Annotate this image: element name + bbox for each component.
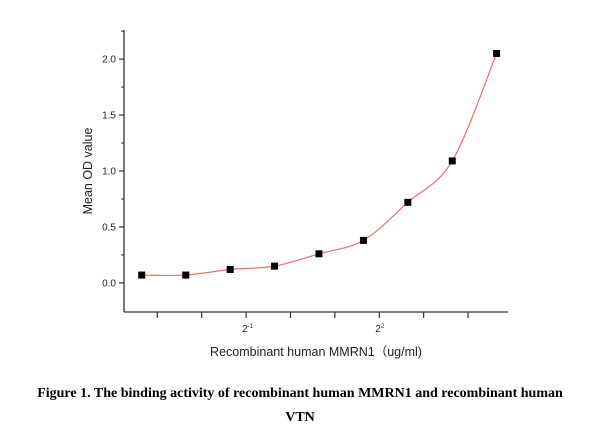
y-tick-label: 1.0 — [102, 167, 116, 178]
data-point — [138, 271, 146, 279]
y-tick-label: 1.5 — [102, 111, 116, 122]
data-point — [448, 157, 456, 165]
caption-line-1: Figure 1. The binding activity of recomb… — [37, 386, 563, 401]
figure-caption: Figure 1. The binding activity of recomb… — [0, 382, 600, 430]
y-axis-title: Mean OD value — [81, 128, 95, 215]
data-point — [404, 198, 412, 206]
y-tick-label: 0.5 — [102, 222, 116, 233]
x-tick-label: 22 — [375, 324, 385, 335]
x-tick-label-exponent: 2 — [381, 324, 385, 330]
y-tick-label: 0.0 — [102, 278, 116, 289]
data-point — [226, 265, 234, 273]
data-point — [315, 250, 323, 258]
x-axis-title: Recombinant human MMRN1（ug/ml) — [210, 345, 422, 359]
data-point — [271, 262, 279, 270]
caption-line-2: VTN — [285, 410, 315, 425]
data-point — [493, 50, 501, 57]
fit-curve-group — [141, 53, 498, 277]
axes: 0.00.51.01.52.02-1 22 — [102, 30, 508, 335]
y-tick-label: 2.0 — [102, 55, 116, 66]
binding-activity-chart: 0.00.51.01.52.02-1 22 Recombinant human M… — [81, 30, 508, 359]
x-tick-label-exponent: -1 — [248, 324, 254, 330]
data-points — [138, 50, 501, 279]
fit-curve — [141, 53, 498, 277]
x-tick-label: 2-1 — [242, 324, 254, 335]
data-point — [182, 271, 190, 279]
data-point — [359, 236, 367, 244]
